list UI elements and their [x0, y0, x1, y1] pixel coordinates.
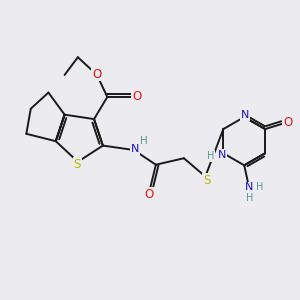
Text: S: S: [203, 173, 211, 187]
Text: H: H: [140, 136, 148, 146]
Text: N: N: [218, 150, 226, 160]
Text: N: N: [245, 182, 254, 192]
Text: O: O: [132, 90, 141, 103]
Text: N: N: [131, 144, 140, 154]
Text: H: H: [256, 182, 263, 192]
Text: O: O: [283, 116, 292, 128]
Text: H: H: [246, 193, 254, 203]
Text: N: N: [241, 110, 249, 120]
Text: H: H: [207, 151, 214, 161]
Text: S: S: [74, 158, 81, 171]
Text: O: O: [92, 68, 102, 80]
Text: O: O: [145, 188, 154, 201]
